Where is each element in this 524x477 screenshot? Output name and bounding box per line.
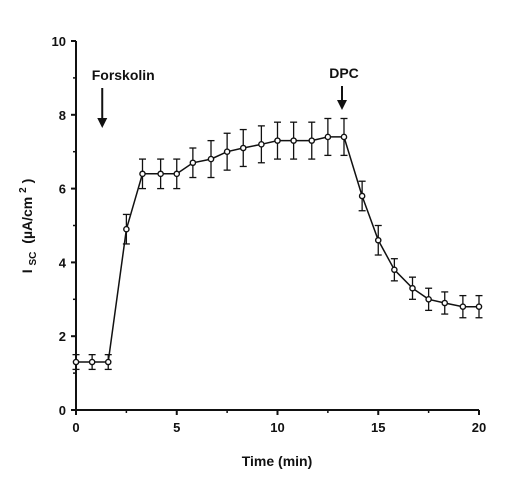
data-point <box>425 295 432 303</box>
y-axis-title-sup: 2 <box>18 187 29 193</box>
y-tick-label: 4 <box>59 255 67 270</box>
data-point <box>340 133 348 141</box>
x-tick-label: 20 <box>472 420 486 435</box>
annotation-arrow-head <box>336 100 347 110</box>
data-point <box>290 137 297 144</box>
data-point <box>409 284 416 292</box>
y-tick-label: 10 <box>52 34 66 49</box>
annotation-label: DPC <box>329 65 359 81</box>
x-tick-label: 5 <box>173 420 180 435</box>
data-point <box>123 225 130 233</box>
data-point <box>441 299 449 307</box>
data-point <box>391 266 398 274</box>
data-point <box>223 148 231 155</box>
data-point <box>308 137 316 144</box>
y-axis-title: I SC (µA/cm 2 ) <box>13 179 39 274</box>
axes <box>75 41 479 411</box>
data-point <box>88 358 96 366</box>
y-tick-label: 8 <box>59 108 66 123</box>
y-tick-label: 2 <box>59 329 66 344</box>
y-axis-title-main: I <box>19 269 35 273</box>
data-point <box>72 358 80 366</box>
data-point <box>207 155 215 163</box>
annotation-label: Forskolin <box>92 67 155 83</box>
annotation-arrow-head <box>97 118 108 128</box>
x-axis-title: Time (min) <box>242 453 313 469</box>
data-point <box>459 303 467 310</box>
data-point <box>173 170 181 178</box>
data-point <box>104 358 112 366</box>
y-axis-title-sub: SC <box>28 252 39 266</box>
data-point <box>324 133 332 141</box>
data-point <box>374 236 382 244</box>
data-point <box>358 192 366 200</box>
ticks: 0 5 10 15 20 0 2 4 6 8 10 <box>52 34 487 435</box>
data-point <box>274 137 281 144</box>
y-axis-title-close: ) <box>19 179 35 184</box>
data-point <box>189 159 197 167</box>
x-tick-label: 10 <box>270 420 284 435</box>
data-point <box>475 303 483 310</box>
data-point <box>258 141 265 148</box>
data-point <box>157 170 164 178</box>
y-tick-label: 6 <box>59 182 66 197</box>
data-point <box>239 144 247 152</box>
data-point <box>139 170 146 178</box>
x-tick-label: 0 <box>72 420 79 435</box>
series-polyline <box>76 136 479 363</box>
annotations: Forskolin DPC <box>92 65 359 128</box>
data-points <box>72 133 483 366</box>
x-tick-label: 15 <box>371 420 385 435</box>
y-axis-title-units: (µA/cm <box>19 197 35 244</box>
series-line <box>76 136 479 363</box>
error-bars <box>72 117 483 371</box>
y-tick-label: 0 <box>59 403 66 418</box>
